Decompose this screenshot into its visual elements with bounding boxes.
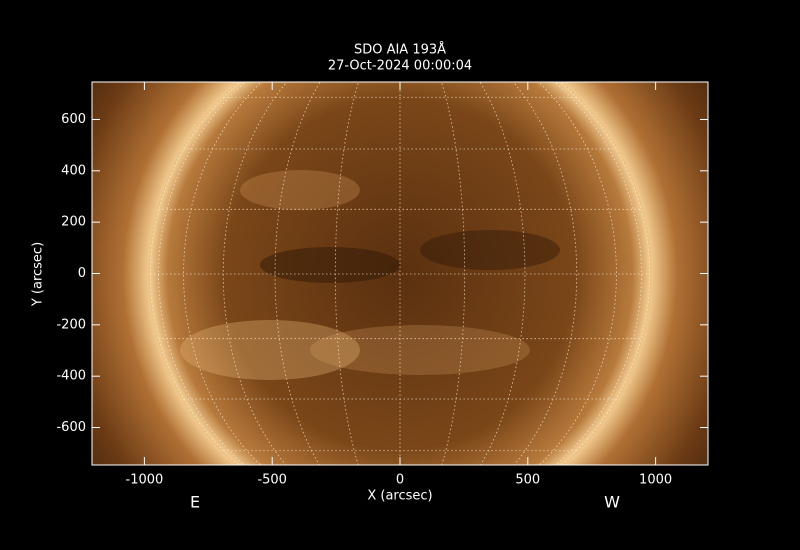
y-tick-label: 0 bbox=[78, 266, 86, 281]
annotation: W bbox=[604, 493, 620, 512]
y-tick-label: -200 bbox=[56, 317, 86, 332]
longitude-line bbox=[559, 82, 651, 465]
y-tick-label: 400 bbox=[61, 163, 86, 178]
y-axis-label: Y (arcsec) bbox=[31, 242, 46, 307]
x-tick-label: -500 bbox=[257, 473, 287, 488]
y-tick-label: 600 bbox=[61, 112, 86, 127]
x-tick-label: -1000 bbox=[126, 473, 164, 488]
x-tick-label: 1000 bbox=[639, 473, 672, 488]
longitude-line bbox=[440, 82, 466, 465]
x-axis-label: X (arcsec) bbox=[367, 489, 432, 504]
y-tick-label: -600 bbox=[56, 420, 86, 435]
chart-title: SDO AIA 193Å bbox=[354, 42, 446, 58]
sun-image bbox=[92, 82, 708, 465]
x-tick-label: 0 bbox=[396, 473, 404, 488]
annotation: E bbox=[190, 493, 200, 512]
x-tick-label: 500 bbox=[515, 473, 540, 488]
y-tick-label: 200 bbox=[61, 215, 86, 230]
chart-subtitle: 27-Oct-2024 00:00:04 bbox=[328, 59, 472, 74]
y-tick-label: -400 bbox=[56, 369, 86, 384]
